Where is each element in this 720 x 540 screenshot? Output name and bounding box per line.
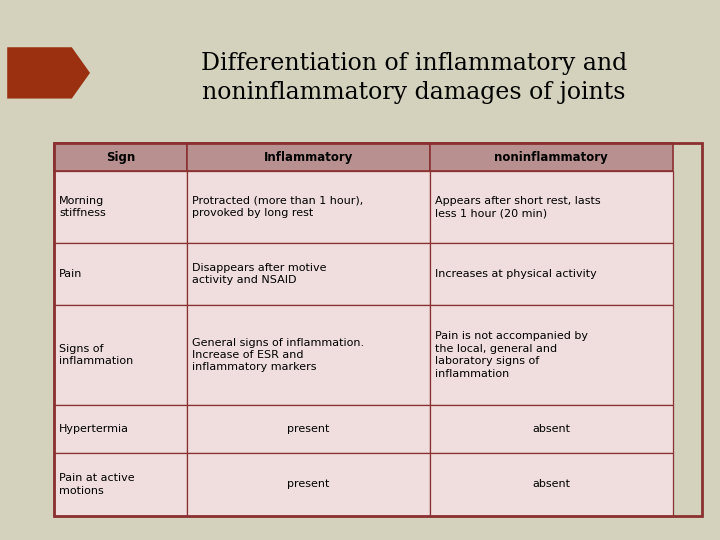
Text: present: present: [287, 480, 330, 489]
Text: Inflammatory: Inflammatory: [264, 151, 353, 164]
Text: Pain is not accompanied by
the local, general and
laboratory signs of
inflammati: Pain is not accompanied by the local, ge…: [435, 332, 588, 379]
Text: Hypertermia: Hypertermia: [59, 424, 129, 434]
Text: noninflammatory: noninflammatory: [495, 151, 608, 164]
Text: Increases at physical activity: Increases at physical activity: [435, 269, 597, 279]
Bar: [430, 171, 673, 243]
Text: Appears after short rest, lasts
less 1 hour (20 min): Appears after short rest, lasts less 1 h…: [435, 195, 600, 218]
Bar: [430, 243, 673, 305]
Bar: [54, 143, 702, 516]
Bar: [430, 404, 673, 453]
Text: Morning
stiffness: Morning stiffness: [59, 195, 106, 218]
Bar: [54, 171, 187, 243]
Bar: [430, 453, 673, 516]
Bar: [54, 305, 187, 404]
Polygon shape: [7, 47, 90, 98]
Text: General signs of inflammation.
Increase of ESR and
inflammatory markers: General signs of inflammation. Increase …: [192, 338, 364, 373]
Bar: [187, 453, 430, 516]
Bar: [430, 143, 673, 171]
Text: Sign: Sign: [106, 151, 135, 164]
Bar: [187, 143, 430, 171]
Bar: [54, 453, 187, 516]
Bar: [54, 243, 187, 305]
Text: absent: absent: [532, 480, 570, 489]
Text: present: present: [287, 424, 330, 434]
Text: absent: absent: [532, 424, 570, 434]
Bar: [430, 305, 673, 404]
Text: Protracted (more than 1 hour),
provoked by long rest: Protracted (more than 1 hour), provoked …: [192, 195, 363, 218]
Bar: [187, 404, 430, 453]
Bar: [54, 404, 187, 453]
Text: Disappears after motive
activity and NSAID: Disappears after motive activity and NSA…: [192, 263, 326, 285]
Bar: [187, 171, 430, 243]
Bar: [54, 143, 187, 171]
Text: Pain at active
motions: Pain at active motions: [59, 473, 135, 496]
Text: Differentiation of inflammatory and
noninflammatory damages of joints: Differentiation of inflammatory and noni…: [201, 52, 627, 104]
Bar: [187, 243, 430, 305]
Bar: [187, 305, 430, 404]
Text: Pain: Pain: [59, 269, 82, 279]
Text: Signs of
inflammation: Signs of inflammation: [59, 344, 133, 366]
